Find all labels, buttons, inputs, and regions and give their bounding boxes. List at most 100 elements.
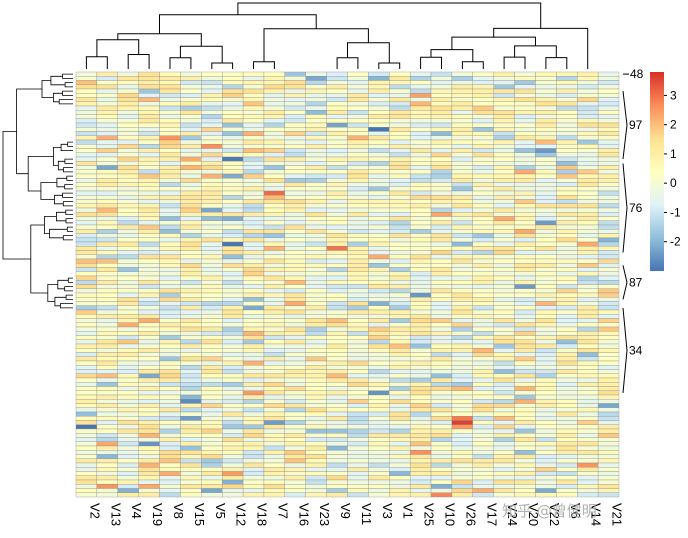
- heatmap-cell: [535, 182, 557, 187]
- row-dendrogram-branch: [44, 216, 57, 234]
- heatmap-cell: [577, 428, 599, 434]
- heatmap-cell: [556, 467, 578, 472]
- heatmap-cell: [347, 479, 369, 485]
- heatmap-cell: [326, 165, 348, 170]
- heatmap-cell: [472, 322, 494, 328]
- heatmap-cell: [347, 424, 369, 430]
- heatmap-cell: [180, 297, 202, 302]
- heatmap-cell: [180, 156, 202, 162]
- heatmap-cell: [222, 301, 244, 306]
- heatmap-cell: [96, 199, 118, 204]
- heatmap-cell: [326, 292, 348, 298]
- heatmap-cell: [326, 348, 348, 353]
- heatmap-cell: [284, 280, 306, 285]
- heatmap-cell: [577, 173, 599, 179]
- row-dendrogram-branch: [54, 296, 67, 307]
- row-dendrogram-branch: [2, 131, 31, 260]
- heatmap-cell: [535, 267, 557, 272]
- heatmap-cell: [514, 407, 536, 413]
- heatmap-cell: [222, 441, 244, 447]
- column-label: V1: [401, 503, 416, 519]
- heatmap-cell: [75, 275, 98, 281]
- heatmap-cell: [514, 343, 536, 349]
- heatmap-cell: [222, 271, 244, 277]
- heatmap-cell: [535, 458, 557, 464]
- heatmap-cell: [556, 297, 578, 302]
- heatmap-cell: [326, 407, 348, 413]
- heatmap-cell: [326, 139, 348, 145]
- heatmap-cell: [409, 105, 432, 111]
- heatmap-cell: [368, 288, 390, 294]
- heatmap-cell: [451, 110, 473, 115]
- heatmap-cell: [201, 178, 223, 183]
- heatmap-cell: [263, 450, 286, 455]
- heatmap-cell: [472, 297, 494, 302]
- heatmap-cell: [556, 352, 578, 357]
- heatmap-cell: [577, 445, 599, 451]
- heatmap-cell: [409, 275, 432, 281]
- heatmap-cell: [535, 271, 557, 277]
- heatmap-cell: [368, 161, 390, 166]
- heatmap-cell: [263, 275, 286, 281]
- heatmap-cell: [389, 267, 411, 272]
- heatmap-cell: [389, 105, 411, 111]
- heatmap-cell: [493, 322, 515, 328]
- heatmap-cell: [159, 314, 181, 319]
- heatmap-cell: [389, 301, 411, 306]
- heatmap-cell: [514, 203, 536, 209]
- heatmap-cell: [263, 420, 286, 425]
- heatmap-cell: [201, 118, 223, 124]
- heatmap-cell: [263, 254, 286, 260]
- heatmap-cell: [577, 458, 599, 464]
- heatmap-cell: [493, 254, 515, 260]
- heatmap-cell: [159, 484, 181, 489]
- heatmap-cell: [242, 369, 265, 374]
- heatmap-cell: [389, 377, 411, 383]
- heatmap-cell: [284, 343, 306, 349]
- heatmap-cell: [389, 165, 411, 170]
- heatmap-cell: [577, 93, 599, 98]
- heatmap-cell: [347, 331, 369, 336]
- heatmap-cell: [347, 199, 369, 204]
- heatmap-cell: [577, 122, 599, 128]
- heatmap-cell: [263, 411, 286, 417]
- heatmap-cell: [597, 454, 620, 459]
- heatmap-cell: [263, 267, 286, 272]
- heatmap-cell: [201, 93, 223, 98]
- heatmap-cell: [180, 71, 202, 77]
- heatmap-cell: [514, 156, 536, 162]
- heatmap-cell: [201, 309, 223, 315]
- heatmap-cell: [556, 135, 578, 141]
- column-label: V21: [610, 503, 625, 526]
- heatmap-cell: [284, 365, 306, 370]
- heatmap-cell: [389, 467, 411, 472]
- heatmap-cell: [159, 339, 181, 345]
- heatmap-cell: [180, 80, 202, 85]
- heatmap-cell: [451, 131, 473, 136]
- heatmap-cell: [597, 356, 620, 362]
- heatmap-cell: [305, 365, 327, 370]
- heatmap-cell: [409, 331, 432, 336]
- heatmap-cell: [430, 360, 453, 366]
- heatmap-cell: [180, 428, 202, 434]
- heatmap-cell: [577, 148, 599, 153]
- heatmap-cell: [180, 258, 202, 264]
- heatmap-cell: [451, 424, 473, 430]
- heatmap-cell: [263, 122, 286, 128]
- heatmap-cell: [222, 233, 244, 238]
- heatmap-cell: [556, 246, 578, 251]
- heatmap-cell: [556, 101, 578, 107]
- heatmap-cell: [493, 71, 515, 77]
- heatmap-cell: [305, 127, 327, 132]
- heatmap-cell: [201, 445, 223, 451]
- heatmap-cell: [284, 484, 306, 489]
- heatmap-cell: [535, 467, 557, 472]
- heatmap-cell: [180, 284, 202, 289]
- heatmap-cell: [368, 131, 390, 136]
- heatmap-cell: [535, 229, 557, 234]
- heatmap-cell: [597, 190, 620, 196]
- heatmap-cell: [180, 450, 202, 455]
- watermark-text: 知乎 @曾健明: [502, 502, 597, 520]
- heatmap-cell: [514, 178, 536, 183]
- heatmap-cell: [368, 428, 390, 434]
